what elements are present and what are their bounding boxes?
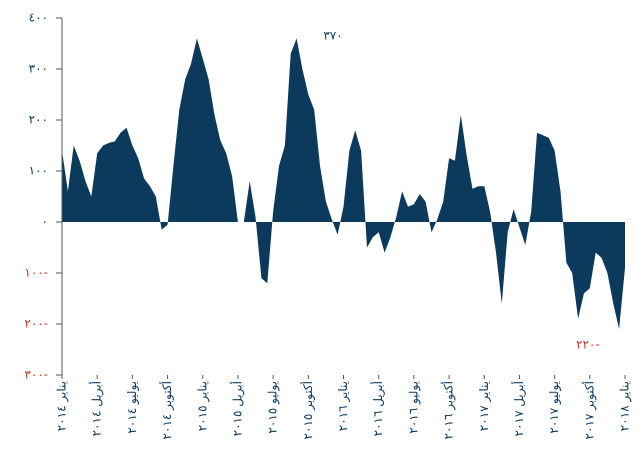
x-tick-label: أبريل ٢٠١٥ bbox=[229, 381, 245, 436]
x-tick-label: أبريل ٢٠١٧ bbox=[511, 381, 527, 436]
x-tick-label: أكتوبر ٢٠١٧ bbox=[581, 381, 597, 439]
y-tick-label: ١٠٠ bbox=[29, 164, 48, 178]
x-tick-label: يوليو ٢٠١٤ bbox=[125, 381, 140, 434]
y-tick-label: ٣٠٠- bbox=[24, 368, 48, 382]
annotation: ٢٢٠- bbox=[576, 338, 600, 352]
y-tick-label: ٣٠٠ bbox=[29, 62, 48, 76]
x-tick-label: يناير ٢٠١٤ bbox=[55, 381, 70, 431]
y-tick-label: ١٠٠- bbox=[24, 266, 48, 280]
x-tick-label: يوليو ٢٠١٦ bbox=[406, 381, 421, 434]
x-tick-label: يوليو ٢٠١٧ bbox=[547, 381, 562, 434]
x-tick-label: يناير ٢٠١٧ bbox=[477, 381, 492, 431]
x-tick-label: أبريل ٢٠١٤ bbox=[89, 381, 105, 436]
y-tick-label: ٢٠٠ bbox=[29, 113, 48, 127]
y-tick-label: ٢٠٠- bbox=[24, 317, 48, 331]
x-tick-label: أكتوبر ٢٠١٦ bbox=[441, 381, 457, 439]
x-tick-label: يوليو ٢٠١٥ bbox=[266, 381, 281, 434]
x-tick-label: أكتوبر ٢٠١٥ bbox=[300, 381, 316, 439]
x-tick-label: يناير ٢٠١٦ bbox=[336, 381, 351, 431]
annotation: ٣٧٠ bbox=[323, 29, 342, 43]
x-tick-label: يناير ٢٠١٨ bbox=[618, 381, 633, 431]
area bbox=[62, 38, 625, 330]
x-tick-label: أبريل ٢٠١٦ bbox=[370, 381, 386, 436]
x-tick-label: أكتوبر ٢٠١٤ bbox=[159, 381, 175, 439]
y-tick-label: ٠ bbox=[42, 215, 48, 229]
y-tick-label: ٤٠٠ bbox=[29, 11, 48, 25]
x-tick-label: يناير ٢٠١٥ bbox=[195, 381, 210, 431]
